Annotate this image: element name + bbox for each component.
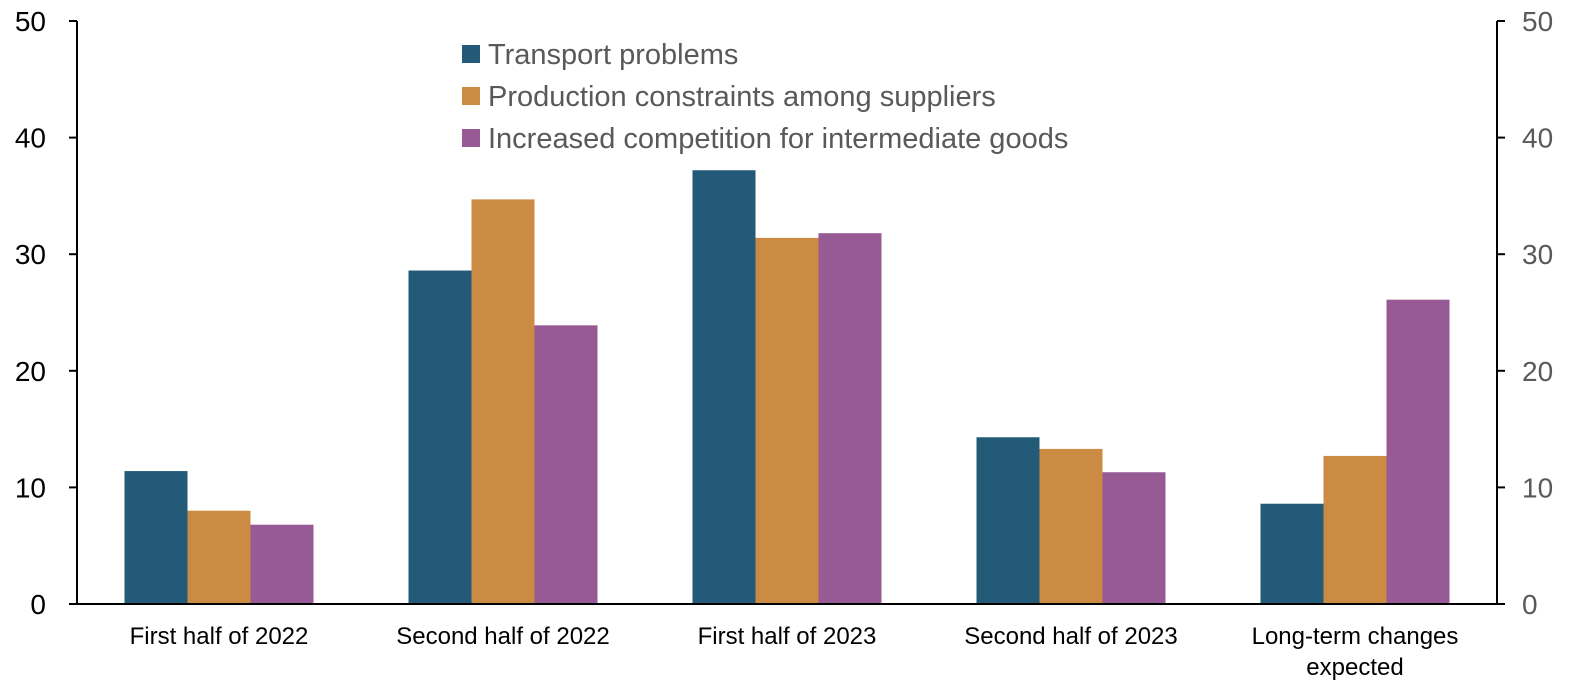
x-category-label-line: First half of 2022 <box>130 623 309 650</box>
axes-group <box>69 20 1505 605</box>
bar <box>755 237 819 604</box>
y-tick-label-left: 20 <box>15 356 46 387</box>
y-tick-label-right: 50 <box>1522 6 1553 37</box>
bar <box>534 325 598 604</box>
bar <box>250 524 314 604</box>
y-tick-label-right: 20 <box>1522 356 1553 387</box>
legend: Transport problems Production constraints… <box>462 39 1068 155</box>
bars-group <box>124 170 1450 605</box>
legend-swatch <box>462 45 480 63</box>
bar <box>187 510 251 604</box>
y-tick-label-right: 10 <box>1522 472 1553 503</box>
x-category-label: First half of 2023 <box>698 623 877 650</box>
bar <box>1386 299 1450 604</box>
bar <box>124 471 188 604</box>
category-labels-group: First half of 2022 Second half of 2022 Fir… <box>130 623 1459 681</box>
tick-labels-group: 0 0 10 10 20 20 30 30 40 40 50 50 <box>15 6 1553 620</box>
y-tick-label-right: 30 <box>1522 239 1553 270</box>
x-category-label: Long-term changes expected <box>1252 623 1459 681</box>
legend-label: Increased competition for intermediate g… <box>488 123 1068 155</box>
bar <box>408 270 472 604</box>
y-tick-label-left: 30 <box>15 239 46 270</box>
bar <box>818 233 882 604</box>
bar <box>1323 455 1387 604</box>
y-tick-label-left: 40 <box>15 123 46 154</box>
x-category-label: Second half of 2022 <box>396 623 610 650</box>
x-category-label-line: First half of 2023 <box>698 623 877 650</box>
y-tick-label-left: 10 <box>15 472 46 503</box>
y-tick-label-left: 0 <box>30 589 46 620</box>
bar <box>692 170 756 605</box>
x-category-label-line: expected <box>1306 654 1403 681</box>
legend-label: Transport problems <box>488 39 738 71</box>
x-category-label-line: Long-term changes <box>1252 623 1459 650</box>
bar <box>471 199 535 604</box>
bar <box>1102 472 1166 604</box>
x-category-label-line: Second half of 2023 <box>964 623 1178 650</box>
y-tick-label-right: 40 <box>1522 123 1553 154</box>
bar <box>1260 503 1324 604</box>
x-category-label: First half of 2022 <box>130 623 309 650</box>
y-tick-label-left: 50 <box>15 6 46 37</box>
bar <box>1039 448 1103 604</box>
x-category-label-line: Second half of 2022 <box>396 623 610 650</box>
y-tick-label-right: 0 <box>1522 589 1538 620</box>
x-category-label: Second half of 2023 <box>964 623 1178 650</box>
bar <box>976 437 1040 604</box>
legend-label: Production constraints among suppliers <box>488 81 996 113</box>
legend-swatch <box>462 129 480 147</box>
legend-swatch <box>462 87 480 105</box>
